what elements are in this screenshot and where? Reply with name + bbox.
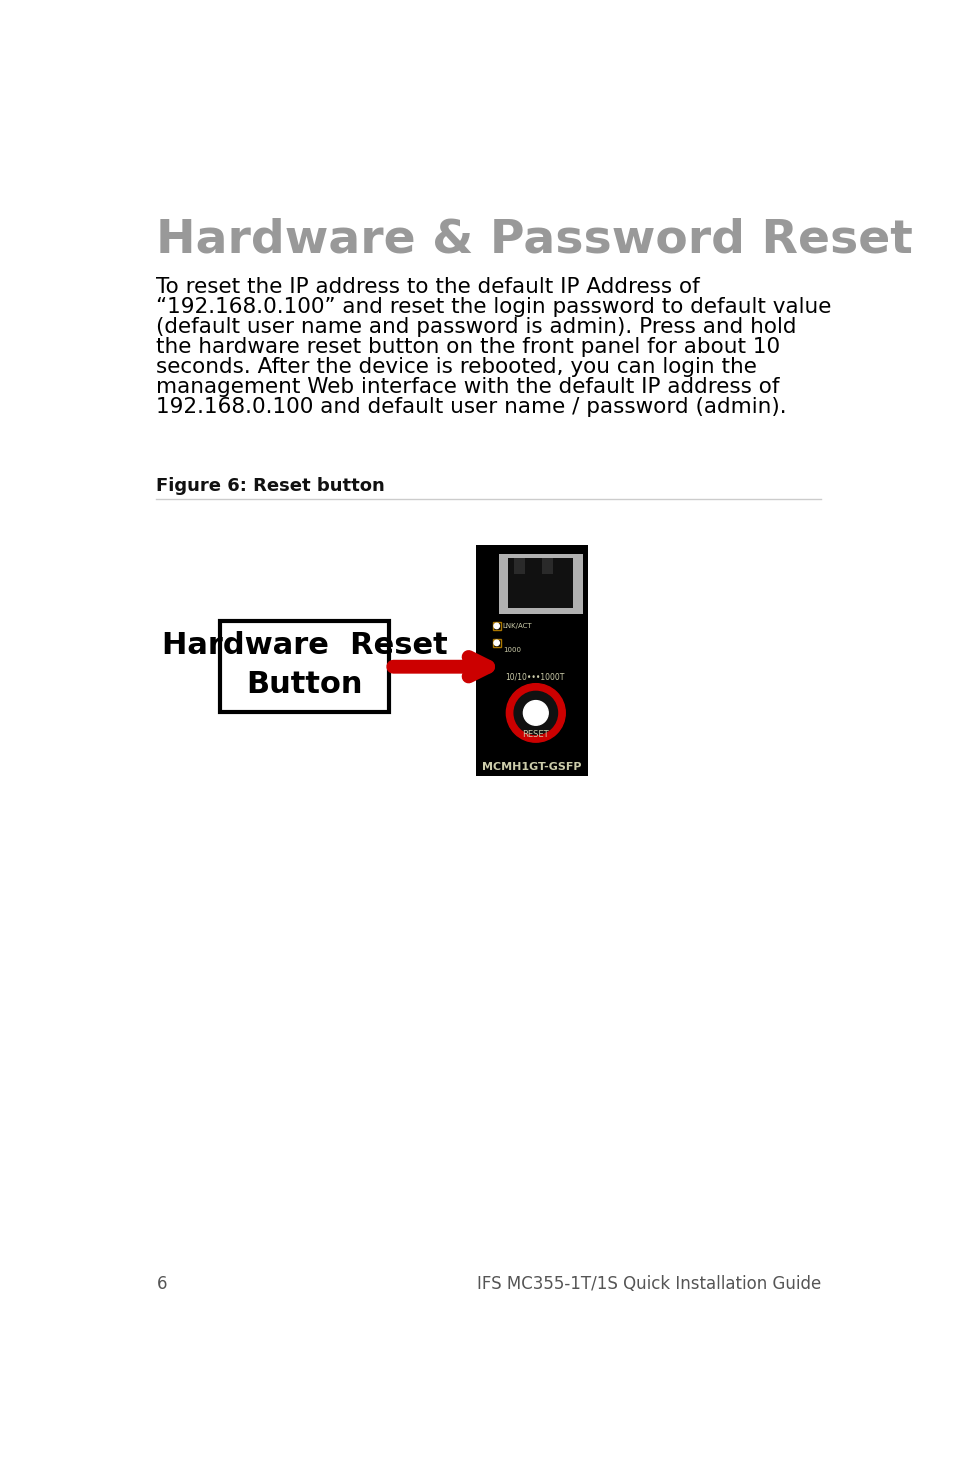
Bar	[493, 639, 500, 646]
Text: Hardware  Reset: Hardware Reset	[161, 631, 447, 661]
Text: 192.168.0.100 and default user name / password (admin).: 192.168.0.100 and default user name / pa…	[156, 397, 786, 417]
Text: Figure 6: Reset button: Figure 6: Reset button	[156, 478, 385, 496]
Text: RESET: RESET	[522, 730, 549, 739]
Bar	[498, 555, 582, 615]
Text: IFS MC355-1T/1S Quick Installation Guide: IFS MC355-1T/1S Quick Installation Guide	[476, 1276, 821, 1294]
Text: To reset the IP address to the default IP Address of: To reset the IP address to the default I…	[156, 277, 700, 296]
Text: management Web interface with the default IP address of: management Web interface with the defaul…	[156, 378, 780, 397]
Circle shape	[506, 683, 565, 742]
Circle shape	[523, 701, 548, 726]
Text: “192.168.0.100” and reset the login password to default value: “192.168.0.100” and reset the login pass…	[156, 296, 831, 317]
Bar	[514, 558, 525, 574]
Text: MCMH1GT-GSFP: MCMH1GT-GSFP	[481, 761, 581, 771]
Text: the hardware reset button on the front panel for about 10: the hardware reset button on the front p…	[156, 338, 780, 357]
Bar	[542, 558, 553, 574]
Bar	[476, 546, 587, 776]
Text: LNK/ACT: LNK/ACT	[502, 622, 532, 628]
Text: 6: 6	[156, 1276, 167, 1294]
Circle shape	[514, 692, 557, 735]
Text: Hardware & Password Reset: Hardware & Password Reset	[156, 217, 912, 263]
Text: seconds. After the device is rebooted, you can login the: seconds. After the device is rebooted, y…	[156, 357, 757, 378]
Circle shape	[494, 640, 498, 646]
Text: 1000: 1000	[502, 646, 520, 653]
Bar	[493, 622, 500, 630]
Text: (default user name and password is admin). Press and hold: (default user name and password is admin…	[156, 317, 796, 338]
Bar	[220, 621, 389, 712]
Text: 10/10•••1000T: 10/10•••1000T	[505, 673, 564, 681]
Bar	[508, 558, 573, 608]
Text: Button: Button	[246, 670, 362, 699]
Circle shape	[494, 624, 498, 628]
